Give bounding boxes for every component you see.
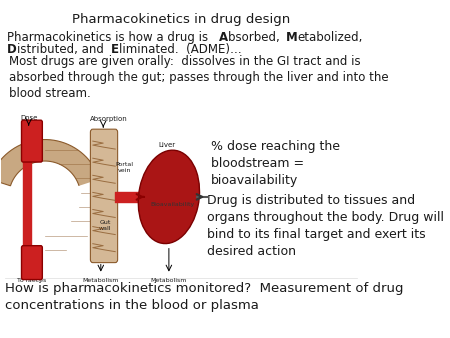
- Text: D: D: [7, 43, 17, 55]
- Ellipse shape: [138, 150, 199, 244]
- Text: Absorption: Absorption: [90, 116, 128, 122]
- Text: Portal
vein: Portal vein: [116, 162, 134, 173]
- Text: etabolized,: etabolized,: [298, 30, 363, 44]
- FancyBboxPatch shape: [22, 246, 42, 280]
- Text: % dose reaching the
bloodstream =
bioavailability: % dose reaching the bloodstream = bioava…: [211, 140, 340, 187]
- Text: A: A: [219, 30, 228, 44]
- Text: Metabolism: Metabolism: [83, 277, 119, 283]
- PathPatch shape: [0, 140, 99, 186]
- Text: Most drugs are given orally:  dissolves in the GI tract and is
absorbed through : Most drugs are given orally: dissolves i…: [9, 55, 388, 100]
- Text: liminated.  (ADME)…: liminated. (ADME)…: [119, 43, 242, 55]
- FancyBboxPatch shape: [22, 120, 42, 162]
- Text: Gut
wall: Gut wall: [99, 220, 111, 231]
- Text: Pharmacokinetics is how a drug is: Pharmacokinetics is how a drug is: [7, 30, 212, 44]
- Text: To faeces: To faeces: [17, 277, 46, 283]
- Text: Liver: Liver: [159, 142, 176, 148]
- Text: Pharmacokinetics in drug design: Pharmacokinetics in drug design: [72, 13, 290, 26]
- Text: How is pharmacokinetics monitored?  Measurement of drug
concentrations in the bl: How is pharmacokinetics monitored? Measu…: [4, 282, 403, 312]
- Text: Metabolism: Metabolism: [151, 277, 187, 283]
- Text: Dose: Dose: [20, 115, 37, 121]
- Text: E: E: [111, 43, 119, 55]
- Text: bsorbed,: bsorbed,: [228, 30, 284, 44]
- FancyBboxPatch shape: [90, 129, 117, 263]
- Text: istributed, and: istributed, and: [17, 43, 108, 55]
- Text: M: M: [286, 30, 297, 44]
- Text: Bioavailability: Bioavailability: [150, 202, 194, 207]
- Text: Drug is distributed to tissues and
organs throughout the body. Drug will
bind to: Drug is distributed to tissues and organ…: [207, 194, 444, 258]
